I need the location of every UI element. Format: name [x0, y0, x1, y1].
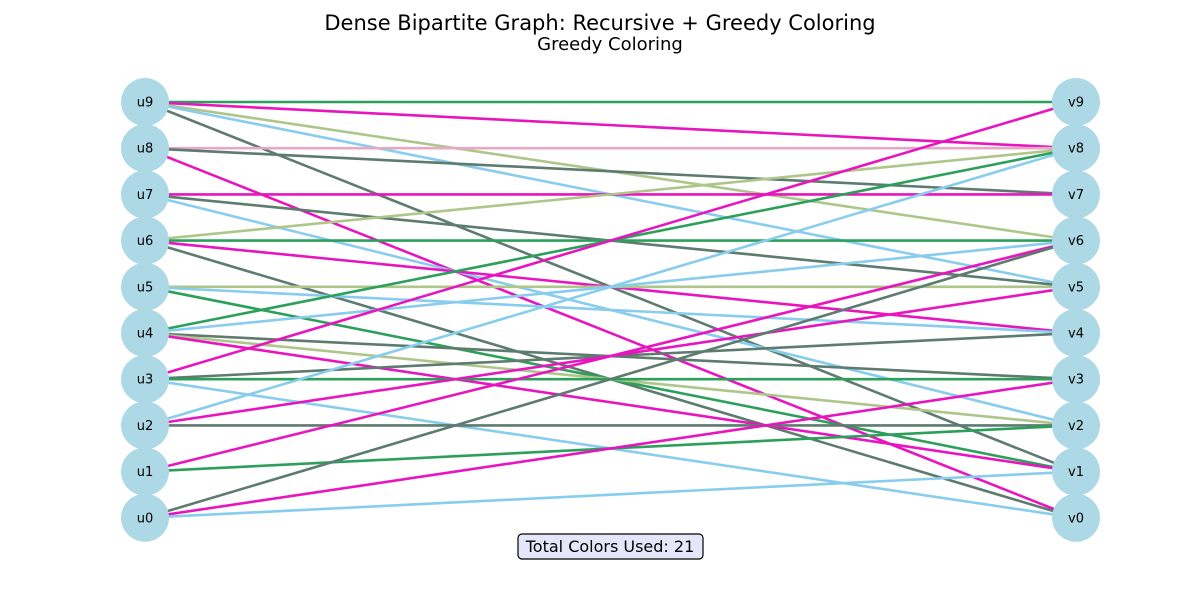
node-label: v0	[1068, 511, 1084, 526]
edge-u0-v1	[144, 470, 1077, 520]
node-circle	[121, 216, 169, 265]
total-colors-badge: Total Colors Used: 21	[517, 533, 704, 560]
node-circle	[1052, 170, 1100, 219]
node-label: u2	[137, 419, 154, 434]
node-v6[interactable]: v6	[1052, 216, 1100, 265]
node-v4[interactable]: v4	[1052, 309, 1100, 357]
node-circle	[121, 124, 169, 173]
node-circle	[121, 78, 169, 126]
node-circle	[121, 262, 169, 311]
node-circle	[1052, 309, 1100, 357]
edge-u0-v3	[144, 377, 1077, 520]
node-circle	[1052, 216, 1100, 265]
node-u6[interactable]: u6	[121, 216, 169, 265]
node-label: v4	[1068, 327, 1084, 342]
node-v1[interactable]: v1	[1052, 447, 1100, 496]
total-colors-text: Total Colors Used: 21	[525, 537, 695, 556]
node-label: u8	[137, 142, 154, 157]
node-u1[interactable]: u1	[121, 447, 169, 496]
node-circle	[121, 170, 169, 219]
node-circle	[1052, 447, 1100, 496]
node-label: u0	[137, 511, 154, 526]
edge-u8-v0	[144, 146, 1077, 520]
node-label: u7	[137, 188, 154, 203]
node-circle	[121, 493, 169, 542]
node-label: v2	[1068, 419, 1084, 434]
node-circle	[1052, 355, 1100, 404]
total-colors-box	[517, 533, 704, 560]
node-label: u5	[137, 280, 154, 295]
node-circle	[121, 309, 169, 357]
node-label: v9	[1068, 96, 1084, 111]
edge-u5-v4	[144, 285, 1077, 335]
node-v5[interactable]: v5	[1052, 262, 1100, 311]
node-u8[interactable]: u8	[121, 124, 169, 173]
node-label: u1	[137, 465, 154, 480]
edge-u6-v8	[144, 146, 1077, 242]
node-circle	[1052, 124, 1100, 173]
node-u9[interactable]: u9	[121, 78, 169, 126]
chart-subtitle: Greedy Coloring	[537, 34, 683, 55]
edge-u9-v8	[144, 100, 1077, 150]
node-circle	[1052, 78, 1100, 126]
node-label: v3	[1068, 373, 1084, 388]
node-label: v1	[1068, 465, 1084, 480]
node-v0[interactable]: v0	[1052, 493, 1100, 542]
node-circle	[121, 447, 169, 496]
edge-u4-v1	[144, 331, 1077, 473]
edge-u1-v6	[144, 239, 1077, 473]
node-v8[interactable]: v8	[1052, 124, 1100, 173]
node-v2[interactable]: v2	[1052, 401, 1100, 450]
node-circle	[121, 355, 169, 404]
node-u3[interactable]: u3	[121, 355, 169, 404]
edge-u8-v7	[144, 146, 1077, 196]
edges-layer	[144, 100, 1077, 520]
node-circle	[1052, 401, 1100, 450]
node-label: v7	[1068, 188, 1084, 203]
node-u2[interactable]: u2	[121, 401, 169, 450]
node-u4[interactable]: u4	[121, 309, 169, 357]
node-v3[interactable]: v3	[1052, 355, 1100, 404]
chart-title: Dense Bipartite Graph: Recursive + Greed…	[324, 11, 875, 35]
edge-u2-v8	[144, 146, 1077, 427]
node-label: v6	[1068, 234, 1084, 249]
node-label: u4	[137, 327, 154, 342]
node-u5[interactable]: u5	[121, 262, 169, 311]
node-u7[interactable]: u7	[121, 170, 169, 219]
node-label: v8	[1068, 142, 1084, 157]
nodes-layer: u0 u1 u2 u3 u4 u5 u6 u7 u8 u9 v0 v1 v2 v3 v4 v5 v6 v7 v8 v9	[121, 78, 1100, 542]
node-label: u3	[137, 373, 154, 388]
node-circle	[1052, 262, 1100, 311]
node-u0[interactable]: u0	[121, 493, 169, 542]
node-label: u9	[137, 96, 154, 111]
node-v9[interactable]: v9	[1052, 78, 1100, 126]
edge-u3-v9	[144, 100, 1077, 381]
node-circle	[1052, 493, 1100, 542]
node-v7[interactable]: v7	[1052, 170, 1100, 219]
node-circle	[121, 401, 169, 450]
node-label: u6	[137, 234, 154, 249]
node-label: v5	[1068, 280, 1084, 295]
edge-u0-v6	[144, 239, 1077, 520]
